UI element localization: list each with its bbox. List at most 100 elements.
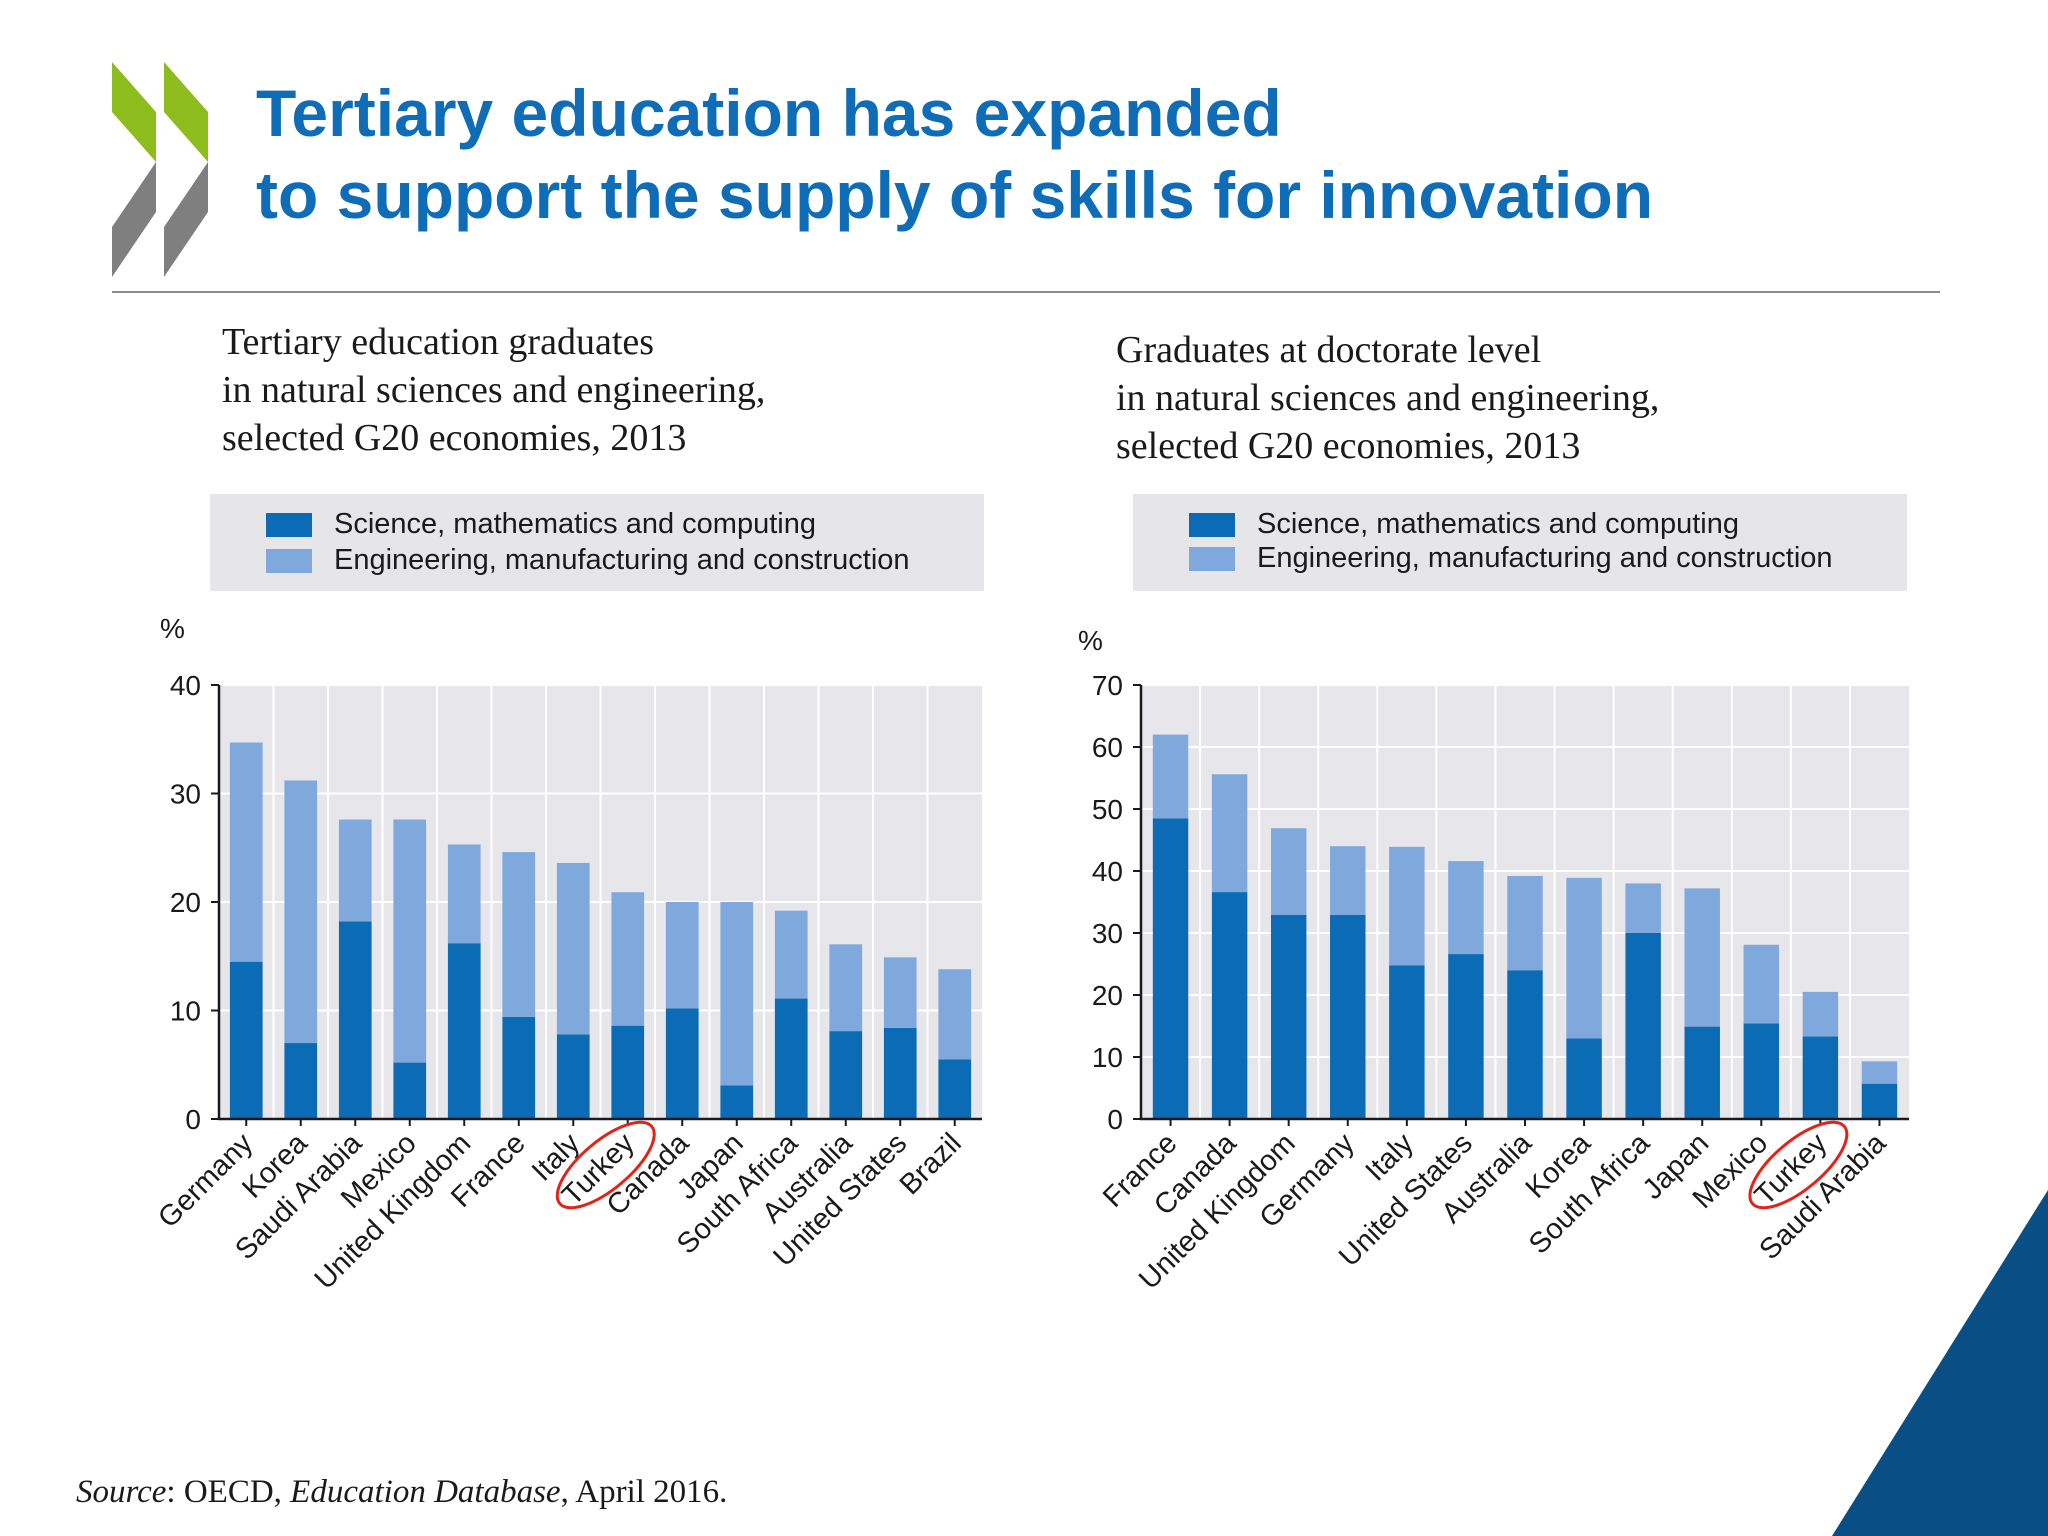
bar-science-Canada bbox=[1211, 892, 1248, 1119]
chart-title-line-2: in natural sciences and engineering, bbox=[222, 369, 766, 411]
bar-engineering-United Kingdom bbox=[1270, 828, 1307, 916]
bar-engineering-Saudi Arabia bbox=[1861, 1061, 1898, 1084]
bar-science-Saudi Arabia bbox=[338, 921, 372, 1119]
source-label: Source bbox=[76, 1474, 167, 1510]
bar-science-Korea bbox=[284, 1043, 318, 1119]
bar-engineering-Canada bbox=[665, 902, 699, 1009]
y-tick-label: 60 bbox=[1092, 732, 1123, 763]
left-chart-title: Tertiary education graduates in natural s… bbox=[222, 318, 765, 462]
bar-science-Saudi Arabia bbox=[1861, 1083, 1898, 1119]
bar-science-Japan bbox=[720, 1085, 754, 1119]
title-divider bbox=[112, 291, 1940, 293]
y-tick-label: 70 bbox=[1092, 670, 1123, 701]
legend-item-engineering: Engineering, manufacturing and construct… bbox=[1189, 542, 1833, 575]
chart-title-line-3: selected G20 economies, 2013 bbox=[1116, 425, 1581, 467]
bar-engineering-Italy bbox=[556, 862, 590, 1035]
y-tick-label: 40 bbox=[170, 670, 201, 701]
bar-science-United Kingdom bbox=[1270, 915, 1307, 1119]
legend-swatch-science bbox=[266, 512, 312, 537]
bar-engineering-Brazil bbox=[938, 969, 972, 1060]
logo-green-chevron-right bbox=[164, 62, 208, 162]
bar-science-United States bbox=[1448, 954, 1484, 1119]
bar-engineering-Germany bbox=[1330, 846, 1366, 916]
legend-swatch-engineering bbox=[266, 548, 312, 573]
bar-science-Australia bbox=[1507, 970, 1543, 1119]
legend-swatch-science bbox=[1189, 512, 1235, 537]
chart-title-line-3: selected G20 economies, 2013 bbox=[222, 417, 687, 459]
legend-item-science: Science, mathematics and computing bbox=[266, 508, 816, 541]
chart-title-line-1: Tertiary education graduates bbox=[222, 321, 655, 363]
left-chart-legend: Science, mathematics and computing Engin… bbox=[210, 494, 984, 591]
bar-science-Germany bbox=[1330, 915, 1366, 1119]
oecd-logo bbox=[112, 62, 208, 277]
logo-grey-chevron-right bbox=[164, 162, 208, 277]
highlight-circle-Turkey bbox=[1748, 1120, 1849, 1210]
bar-engineering-Mexico bbox=[1743, 944, 1780, 1024]
bar-science-Brazil bbox=[938, 1059, 972, 1119]
y-tick-label: 20 bbox=[170, 887, 201, 918]
legend-swatch-engineering bbox=[1189, 546, 1235, 571]
right-chart-legend: Science, mathematics and computing Engin… bbox=[1133, 494, 1907, 591]
bar-engineering-Canada bbox=[1211, 774, 1248, 893]
bar-science-United Kingdom bbox=[447, 943, 481, 1119]
bar-engineering-Turkey bbox=[1802, 991, 1839, 1037]
bar-science-Italy bbox=[1389, 965, 1425, 1119]
y-tick-label: 50 bbox=[1092, 794, 1123, 825]
bar-science-Germany bbox=[229, 961, 263, 1119]
bar-engineering-Saudi Arabia bbox=[338, 819, 372, 922]
bar-engineering-France bbox=[1152, 734, 1189, 819]
bar-science-Italy bbox=[556, 1034, 590, 1119]
y-tick-label: 0 bbox=[185, 1104, 201, 1135]
bar-science-Japan bbox=[1684, 1026, 1720, 1119]
bar-engineering-Australia bbox=[1507, 875, 1543, 971]
y-tick-label: 30 bbox=[1092, 918, 1123, 949]
bar-engineering-United Kingdom bbox=[447, 844, 481, 944]
y-axis-unit-label: % bbox=[160, 613, 185, 644]
bar-science-South Africa bbox=[1625, 933, 1661, 1119]
bar-science-Australia bbox=[829, 1031, 863, 1119]
y-tick-label: 40 bbox=[1092, 856, 1123, 887]
bar-engineering-South Africa bbox=[774, 910, 808, 999]
bar-engineering-France bbox=[502, 852, 536, 1018]
bar-engineering-Italy bbox=[1389, 846, 1425, 966]
logo-green-chevron-left bbox=[112, 62, 156, 162]
source-text-after: , April 2016. bbox=[560, 1474, 728, 1510]
y-tick-label: 30 bbox=[170, 779, 201, 810]
bar-engineering-Japan bbox=[1684, 888, 1720, 1027]
legend-item-engineering: Engineering, manufacturing and construct… bbox=[266, 544, 910, 577]
bar-science-Korea bbox=[1566, 1038, 1602, 1119]
slide-title-line-2: to support the supply of skills for inno… bbox=[256, 158, 1654, 232]
source-text-before: : OECD, bbox=[166, 1474, 291, 1510]
y-axis-unit-label: % bbox=[1078, 625, 1103, 656]
bar-science-Mexico bbox=[393, 1062, 427, 1119]
bar-science-Turkey bbox=[1802, 1036, 1839, 1119]
chart-title-line-2: in natural sciences and engineering, bbox=[1116, 377, 1660, 419]
bar-science-France bbox=[1152, 818, 1189, 1119]
bar-science-United States bbox=[883, 1027, 917, 1119]
legend-label-science: Science, mathematics and computing bbox=[1257, 508, 1739, 540]
y-tick-label: 10 bbox=[1092, 1042, 1123, 1073]
bar-engineering-United States bbox=[883, 957, 917, 1028]
y-tick-label: 20 bbox=[1092, 980, 1123, 1011]
legend-item-science: Science, mathematics and computing bbox=[1189, 508, 1739, 541]
bar-engineering-Australia bbox=[829, 944, 863, 1032]
legend-label-engineering: Engineering, manufacturing and construct… bbox=[1257, 542, 1833, 574]
chart-title-line-1: Graduates at doctorate level bbox=[1116, 329, 1542, 371]
source-note: Source: OECD, Education Database, April … bbox=[76, 1474, 727, 1511]
bar-engineering-United States bbox=[1448, 861, 1484, 955]
bar-engineering-South Africa bbox=[1625, 883, 1661, 933]
y-tick-label: 10 bbox=[170, 996, 201, 1027]
bar-engineering-Mexico bbox=[393, 819, 427, 1063]
bar-science-France bbox=[502, 1017, 536, 1119]
logo-grey-chevron-left bbox=[112, 162, 156, 277]
right-chart-title: Graduates at doctorate level in natural s… bbox=[1116, 326, 1659, 470]
y-tick-label: 0 bbox=[1107, 1104, 1123, 1135]
bar-science-Canada bbox=[665, 1008, 699, 1119]
bar-engineering-Korea bbox=[284, 780, 318, 1044]
bar-science-Turkey bbox=[611, 1025, 645, 1119]
source-database: Education Database bbox=[290, 1474, 561, 1510]
slide-title: Tertiary education has expanded to suppo… bbox=[256, 72, 1653, 236]
legend-label-engineering: Engineering, manufacturing and construct… bbox=[334, 544, 910, 576]
